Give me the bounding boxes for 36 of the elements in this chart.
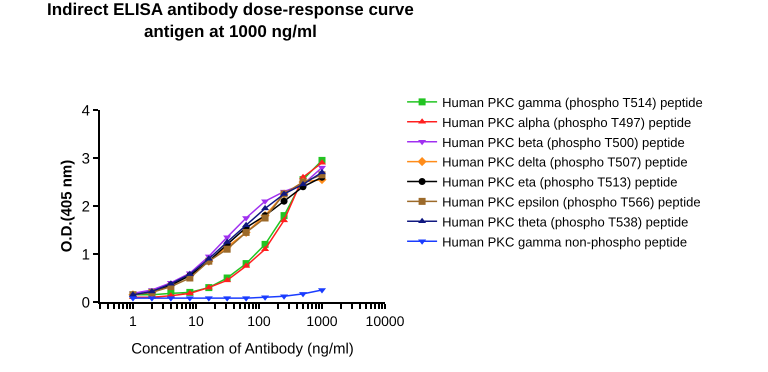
x-tick-label: 10 — [188, 312, 204, 329]
y-tick-label: 1 — [82, 246, 90, 264]
x-tick-label: 100 — [247, 312, 271, 329]
point — [261, 199, 270, 205]
y-tick-label: 3 — [82, 150, 90, 168]
point — [186, 296, 194, 302]
x-axis-title: Concentration of Antibody (ng/ml) — [131, 340, 354, 358]
y-tick-label: 2 — [82, 198, 90, 216]
point — [223, 296, 232, 302]
x-tick-label: 10000 — [366, 312, 405, 329]
legend-label: Human PKC epsilon (phospho T566) peptide — [442, 194, 701, 210]
y-axis-title: O.D.(405 nm) — [58, 160, 76, 252]
legend-label: Human PKC gamma non-phospho peptide — [442, 234, 688, 250]
legend-label: Human PKC eta (phospho T513) peptide — [442, 174, 678, 190]
legend-label: Human PKC gamma (phospho T514) peptide — [442, 94, 703, 110]
legend-label: Human PKC alpha (phospho T497) peptide — [442, 114, 692, 130]
point — [262, 214, 269, 222]
point — [261, 295, 270, 301]
x-tick-label: 1 — [129, 312, 138, 329]
point — [280, 294, 288, 300]
point — [204, 296, 213, 302]
point — [166, 296, 175, 302]
point — [242, 296, 250, 302]
legend-label: Human PKC theta (phospho T538) peptide — [442, 214, 688, 230]
point — [128, 296, 137, 302]
point — [224, 246, 231, 253]
chart-title: Indirect ELISA antibody dose-response curve antigen at 1000 ng/ml — [46, 0, 414, 41]
x-tick-label: 1000 — [306, 312, 338, 329]
point — [261, 204, 270, 210]
y-tick-label: 0 — [82, 294, 90, 312]
point — [280, 198, 288, 205]
legend-label: Human PKC delta (phospho T507) peptide — [442, 154, 688, 170]
legend-label: Human PKC beta (phospho T500) peptide — [442, 134, 685, 150]
y-tick-label: 4 — [82, 102, 90, 120]
point — [148, 296, 156, 302]
point — [280, 216, 288, 222]
